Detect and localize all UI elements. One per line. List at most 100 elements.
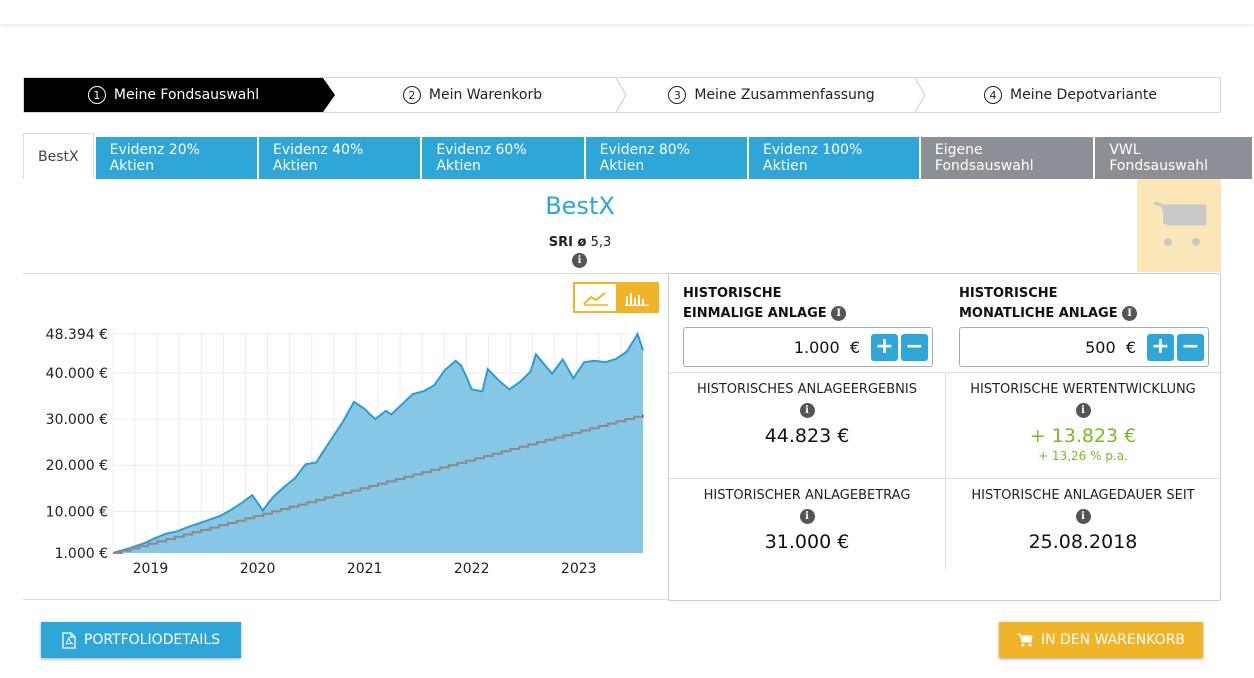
duration-value: 25.08.2018	[1028, 531, 1138, 553]
info-icon[interactable]: i	[572, 253, 587, 268]
one-time-label-line2: EINMALIGE ANLAGE i	[683, 304, 933, 324]
step-label: Meine Fondsauswahl	[113, 87, 260, 103]
add-to-cart-label: IN DEN WARENKORB	[1040, 632, 1186, 648]
tab-eigene-fondsauswahl[interactable]: Eigene Fondsauswahl	[920, 137, 1094, 179]
growth-cell: HISTORISCHE WERTENTWICKLUNG i + 13.823 €…	[945, 382, 1221, 463]
monthly-label-text: MONATLICHE ANLAGE	[959, 306, 1118, 321]
step-warenkorb[interactable]: 2 Mein Warenkorb	[323, 78, 627, 112]
fund-tabs: BestX Evidenz 20% Aktien Evidenz 40% Akt…	[23, 133, 1254, 179]
step-label: Meine Depotvariante	[1010, 87, 1157, 103]
divider	[945, 373, 946, 569]
info-icon[interactable]: i	[831, 306, 847, 321]
portfolio-details-button[interactable]: PORTFOLIODETAILS	[41, 622, 241, 658]
info-icon[interactable]: i	[1122, 306, 1138, 321]
monthly-amount-currency: €	[1125, 337, 1136, 357]
tab-evidenz-40[interactable]: Evidenz 40% Aktien	[258, 137, 421, 179]
monthly-label-line1: HISTORISCHE	[959, 286, 1058, 301]
tab-bestx[interactable]: BestX	[23, 133, 94, 179]
one-time-investment: HISTORISCHE EINMALIGE ANLAGE i 1.000 € +…	[683, 284, 933, 367]
chart-panel	[23, 273, 668, 600]
monthly-amount-number: 500	[1085, 337, 1116, 357]
step-depotvariante[interactable]: 4 Meine Depotvariante	[921, 78, 1220, 112]
step-number: 2	[402, 86, 421, 104]
fund-title: BestX	[545, 192, 615, 220]
tab-vwl-fondsauswahl[interactable]: VWL Fondsauswahl	[1095, 137, 1252, 179]
bar-chart-toggle[interactable]	[616, 284, 657, 311]
duration-cell: HISTORISCHE ANLAGEDAUER SEIT i 25.08.201…	[945, 488, 1221, 553]
performance-chart: 48.394 € 40.000 € 30.000 € 20.000 € 10.000 €…	[46, 327, 644, 577]
step-label: Mein Warenkorb	[428, 87, 543, 103]
duration-label: HISTORISCHE ANLAGEDAUER SEIT	[971, 488, 1195, 503]
tab-evidenz-20[interactable]: Evidenz 20% Aktien	[95, 137, 257, 179]
decrease-button[interactable]: −	[1177, 333, 1204, 361]
increase-button[interactable]: +	[1147, 333, 1174, 361]
investment-inputs: HISTORISCHE EINMALIGE ANLAGE i 1.000 € +…	[669, 274, 1220, 373]
divider	[669, 478, 1220, 479]
cart-icon	[1016, 633, 1033, 647]
step-number: 1	[87, 86, 106, 104]
increase-button[interactable]: +	[871, 333, 898, 361]
monthly-investment: HISTORISCHE MONATLICHE ANLAGE i 500 € + …	[959, 284, 1209, 367]
portfolio-value-line	[112, 331, 644, 554]
add-to-cart-button[interactable]: IN DEN WARENKORB	[999, 622, 1203, 658]
invested-amount-line	[113, 414, 644, 554]
y-tick-label: 30.000 €	[46, 412, 108, 428]
checkout-stepper: 1 Meine Fondsauswahl 2 Mein Warenkorb 3 …	[23, 77, 1221, 113]
shopping-cart-icon	[1153, 201, 1207, 246]
one-time-label-text: EINMALIGE ANLAGE	[683, 306, 827, 321]
bar-chart-icon	[624, 292, 649, 306]
result-value: 44.823 €	[764, 425, 850, 447]
amount-cell: HISTORISCHER ANLAGEBETRAG i 31.000 €	[669, 488, 945, 553]
x-tick-label: 2020	[240, 561, 276, 577]
result-label: HISTORISCHES ANLAGEERGEBNIS	[697, 382, 917, 397]
one-time-amount-currency: €	[849, 337, 860, 357]
info-icon[interactable]: i	[1075, 403, 1091, 418]
one-time-label-line1: HISTORISCHE	[683, 286, 782, 301]
sri-rating: SRI ø 5,3	[23, 235, 1137, 250]
y-tick-label: 48.394 €	[46, 327, 108, 343]
tab-evidenz-80[interactable]: Evidenz 80% Aktien	[585, 137, 748, 179]
step-number: 3	[668, 86, 687, 104]
tab-evidenz-100[interactable]: Evidenz 100% Aktien	[749, 137, 919, 179]
cart-drop-zone[interactable]	[1137, 179, 1221, 272]
x-tick-label: 2021	[347, 561, 383, 577]
x-tick-label: 2022	[454, 561, 490, 577]
calculation-panel: HISTORISCHE EINMALIGE ANLAGE i 1.000 € +…	[668, 273, 1221, 601]
info-icon[interactable]: i	[799, 509, 815, 524]
step-fondsauswahl[interactable]: 1 Meine Fondsauswahl	[24, 78, 335, 112]
info-icon[interactable]: i	[1075, 509, 1091, 524]
top-bar	[0, 0, 1254, 24]
x-tick-label: 2019	[133, 561, 169, 577]
growth-pa: + 13,26 % p.a.	[1038, 449, 1128, 463]
monthly-amount-value[interactable]: 500 €	[960, 338, 1144, 357]
y-tick-label: 1.000 €	[55, 546, 108, 562]
pdf-icon	[62, 631, 76, 649]
step-label: Meine Zusammenfassung	[694, 87, 875, 103]
one-time-amount-number: 1.000	[793, 337, 840, 357]
sri-label: SRI ø	[548, 235, 587, 250]
chevron-right-icon	[915, 78, 926, 112]
step-arrow-icon	[323, 78, 335, 112]
growth-label: HISTORISCHE WERTENTWICKLUNG	[970, 382, 1196, 397]
chart-type-toggle[interactable]	[573, 282, 659, 313]
step-zusammenfassung[interactable]: 3 Meine Zusammenfassung	[622, 78, 926, 112]
monthly-amount-field[interactable]: 500 € + −	[959, 327, 1209, 367]
sri-value: 5,3	[590, 235, 612, 250]
amount-label: HISTORISCHER ANLAGEBETRAG	[703, 488, 911, 503]
x-tick-label: 2023	[561, 561, 597, 577]
one-time-amount-value[interactable]: 1.000 €	[684, 338, 868, 357]
result-cell: HISTORISCHES ANLAGEERGEBNIS i 44.823 €	[669, 382, 945, 447]
line-chart-icon	[582, 291, 608, 306]
monthly-label-line2: MONATLICHE ANLAGE i	[959, 304, 1209, 324]
portfolio-details-label: PORTFOLIODETAILS	[83, 632, 221, 648]
decrease-button[interactable]: −	[901, 333, 928, 361]
tab-evidenz-60[interactable]: Evidenz 60% Aktien	[422, 137, 584, 179]
one-time-amount-field[interactable]: 1.000 € + −	[683, 327, 933, 367]
amount-value: 31.000 €	[764, 531, 850, 553]
line-chart-toggle[interactable]	[575, 284, 616, 311]
info-icon[interactable]: i	[799, 403, 815, 418]
y-tick-label: 20.000 €	[46, 458, 108, 474]
growth-value: + 13.823 €	[1029, 425, 1137, 447]
chevron-right-icon	[616, 78, 627, 112]
y-tick-label: 10.000 €	[46, 504, 108, 520]
